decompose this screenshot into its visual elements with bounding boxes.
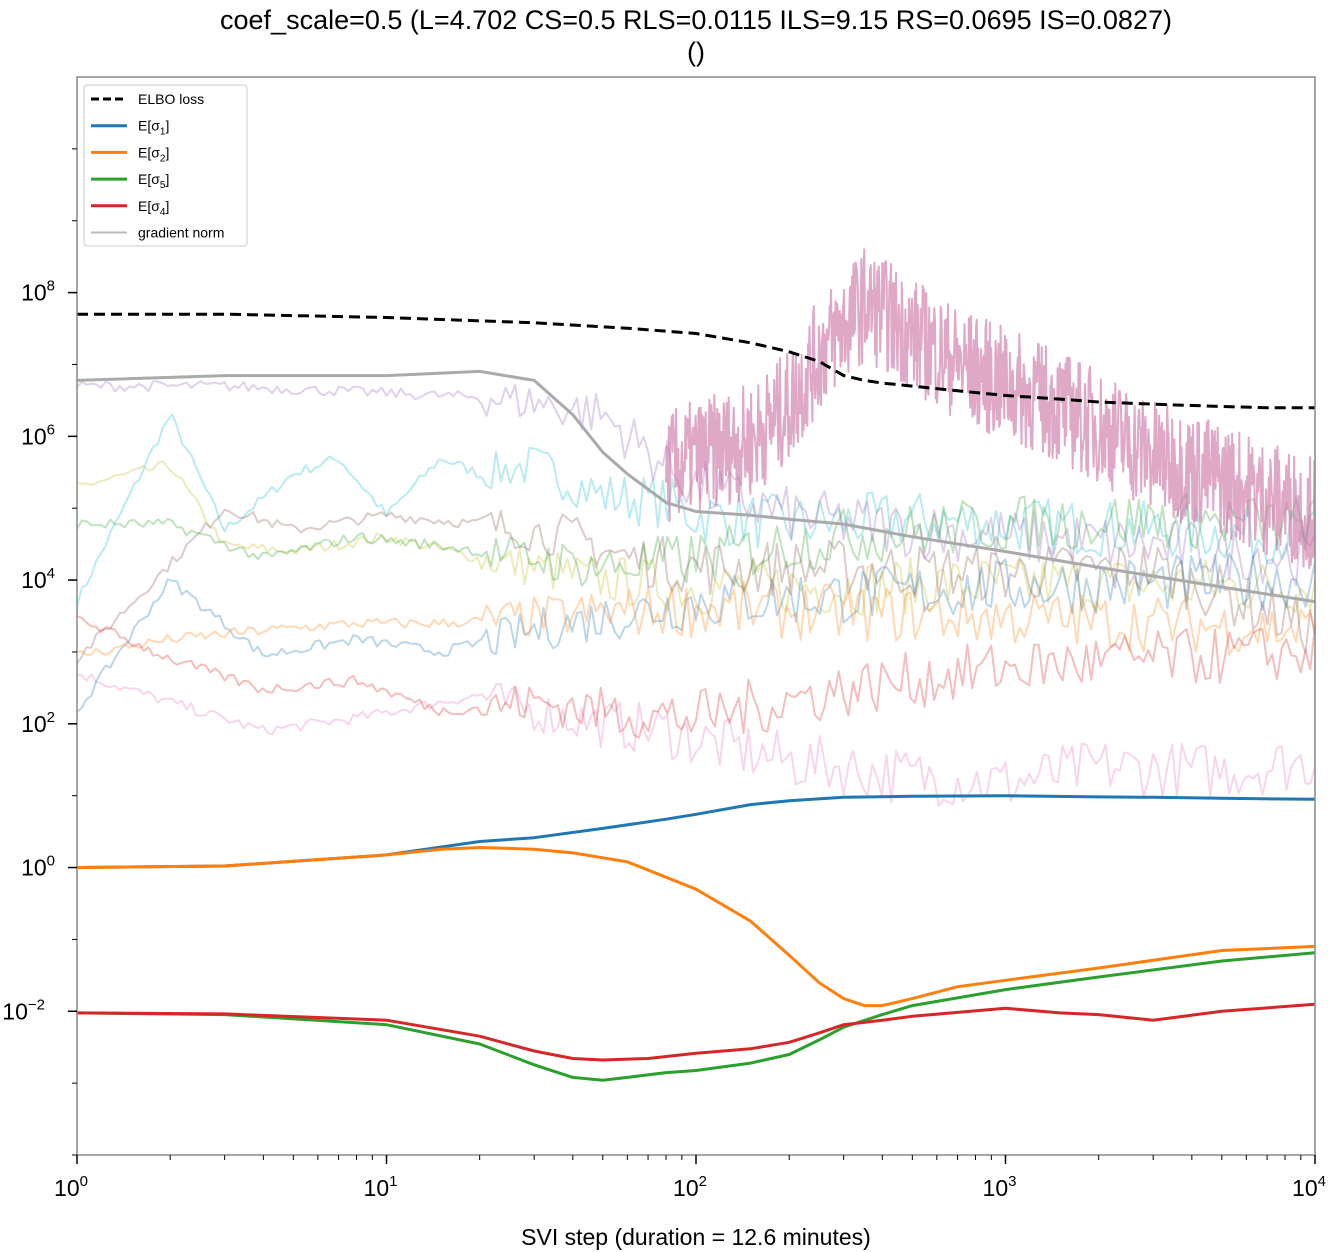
chart-title: coef_scale=0.5 (L=4.702 CS=0.5 RLS=0.011… [220,5,1172,35]
series-trace [665,248,1315,570]
y-tick-label: 108 [21,278,55,306]
series-trace [77,380,1315,587]
series-trace [77,492,1315,587]
legend-label: ELBO loss [138,91,204,107]
series-trace [77,552,1315,714]
x-tick-label: 103 [983,1173,1017,1201]
series-trace [77,673,1315,808]
legend-label: E[σ1] [138,118,169,138]
legend-box [83,84,248,247]
legend: ELBO loss E[σ1] E[σ2] E[σ5] E[σ4] gradient no… [83,84,248,247]
legend-label: E[σ5] [138,171,169,191]
series-trace [77,508,1315,665]
x-tick-label: 101 [364,1173,398,1201]
series-e-1- [77,794,1315,869]
legend-label: gradient norm [138,225,224,241]
x-axis: 100 101 102 103 104 [54,1155,1326,1201]
series-elbo-loss [77,312,1315,410]
y-tick-label: 102 [21,709,55,737]
series-e-4- [77,1002,1315,1062]
legend-label: E[σ2] [138,144,169,164]
y-tick-label: 104 [21,565,55,593]
x-tick-label: 104 [1292,1173,1326,1201]
chart-subtitle: () [687,37,705,67]
y-axis: 10−2 100 102 104 106 108 [2,148,77,1156]
series-trace [77,460,1315,617]
legend-label: E[σ4] [138,198,169,218]
x-tick-label: 102 [673,1173,707,1201]
series-trace [77,615,1315,739]
x-tick-label: 100 [54,1173,88,1201]
y-tick-label: 106 [21,421,55,449]
x-axis-label: SVI step (duration = 12.6 minutes) [521,1224,871,1250]
series-e-2- [77,846,1315,1008]
series-trace [77,413,1315,608]
series-gradient-norm [77,369,1315,604]
series-e-5- [77,951,1315,1082]
series-layer [77,248,1315,1082]
series-trace [77,580,1315,656]
y-tick-label: 100 [21,853,55,881]
y-tick-label: 10−2 [2,996,45,1024]
